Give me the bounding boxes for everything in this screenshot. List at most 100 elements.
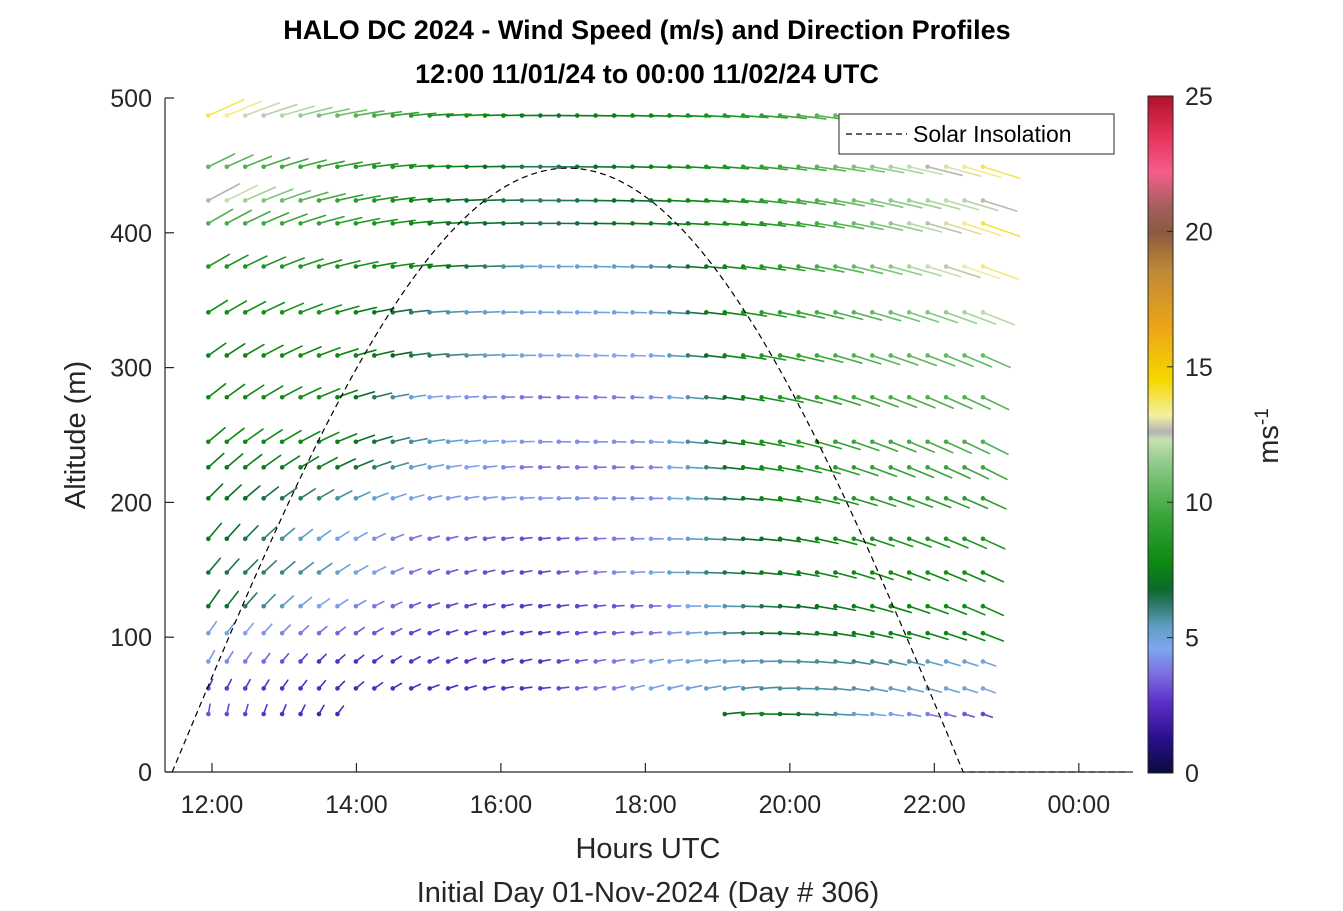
wind-vector [556, 198, 578, 203]
wind-vector [667, 496, 684, 501]
wind-vector [630, 439, 646, 445]
wind-vector [427, 464, 445, 470]
wind-vector [335, 161, 363, 170]
wind-vector [814, 603, 838, 611]
wind-vector [464, 264, 486, 269]
wind-vector [445, 568, 459, 575]
wind-vector [648, 310, 667, 315]
wind-vector [740, 394, 766, 402]
x-tick-label: 22:00 [903, 791, 966, 819]
wind-vector [427, 656, 440, 664]
wind-vector [667, 684, 684, 691]
wind-vector [538, 603, 552, 609]
wind-vector [593, 465, 607, 470]
wind-vector [814, 353, 844, 364]
wind-vector [408, 437, 428, 445]
wind-vector [501, 221, 524, 226]
wind-vector [943, 310, 978, 325]
wind-vector [353, 681, 365, 691]
wind-vector [445, 629, 459, 636]
wind-vector [482, 264, 503, 269]
wind-vector [538, 310, 555, 315]
wind-vector [206, 208, 234, 226]
wind-vector [206, 299, 229, 315]
wind-vector [574, 264, 593, 269]
wind-vector [888, 496, 915, 508]
wind-vector [279, 704, 287, 717]
y-tick-label: 100 [110, 624, 152, 652]
wind-vector [906, 686, 925, 693]
wind-vector [962, 439, 991, 455]
wind-vector [740, 496, 764, 502]
wind-vector [427, 628, 440, 636]
wind-vector [224, 558, 240, 575]
wind-vector [556, 686, 570, 691]
wind-vector [814, 198, 846, 206]
wind-vector [648, 394, 664, 400]
wind-vector [777, 659, 797, 664]
wind-vector [519, 439, 535, 445]
wind-vector [759, 164, 788, 171]
wind-vector [372, 261, 397, 269]
wind-vector [427, 394, 444, 400]
wind-vector [759, 496, 784, 502]
wind-vector [777, 221, 806, 228]
wind-vector [814, 310, 845, 320]
wind-vector [759, 659, 779, 664]
wind-vector [611, 394, 626, 400]
wind-vector [574, 536, 588, 542]
wind-vector [611, 439, 627, 445]
wind-vector [796, 353, 825, 363]
wind-vector [298, 346, 322, 358]
wind-vector [242, 485, 261, 501]
wind-vector [335, 260, 361, 269]
wind-vector [574, 465, 589, 470]
wind-vector [833, 570, 857, 579]
wind-vector [593, 570, 607, 575]
wind-vector [574, 603, 588, 609]
wind-vector [851, 570, 876, 580]
wind-vector [869, 310, 902, 322]
wind-vector [206, 557, 222, 575]
wind-vector [703, 603, 722, 609]
wind-vector [925, 439, 954, 454]
wind-vector [353, 599, 367, 609]
wind-vector [279, 624, 291, 636]
wind-vector [925, 711, 940, 718]
wind-vector [703, 353, 727, 359]
wind-vector [482, 496, 499, 501]
wind-vector [722, 353, 747, 360]
wind-vector [685, 536, 704, 542]
wind-vector [906, 353, 938, 367]
wind-vector [279, 302, 305, 315]
wind-vector [372, 195, 399, 203]
wind-vector [574, 353, 591, 358]
wind-vector [869, 659, 890, 666]
wind-vector [740, 465, 765, 471]
wind-vector [777, 264, 806, 272]
wind-vector [261, 344, 284, 358]
wind-vector [279, 652, 290, 664]
wind-vector [777, 198, 807, 205]
wind-vector [722, 465, 745, 471]
wind-vector [703, 310, 727, 316]
wind-vector [372, 218, 399, 226]
wind-vector [611, 570, 627, 575]
wind-vector [593, 353, 610, 358]
wind-vector [980, 570, 1005, 583]
wind-vector [353, 491, 371, 501]
wind-vector [316, 625, 328, 636]
wind-vector [630, 684, 646, 691]
wind-vector [574, 439, 590, 445]
colorbar: 0 5 10 15 20 25 ms-1 [1147, 83, 1285, 788]
wind-vector [390, 682, 403, 691]
wind-vector [869, 570, 894, 581]
wind-vector [464, 602, 478, 609]
wind-vector [906, 221, 943, 233]
colorbar-tick-label: 20 [1185, 218, 1213, 246]
wind-vector [482, 310, 501, 315]
wind-vector [427, 568, 440, 575]
wind-vector [777, 630, 801, 636]
plot-frame [165, 98, 1133, 772]
x-tick-label: 14:00 [325, 791, 388, 819]
